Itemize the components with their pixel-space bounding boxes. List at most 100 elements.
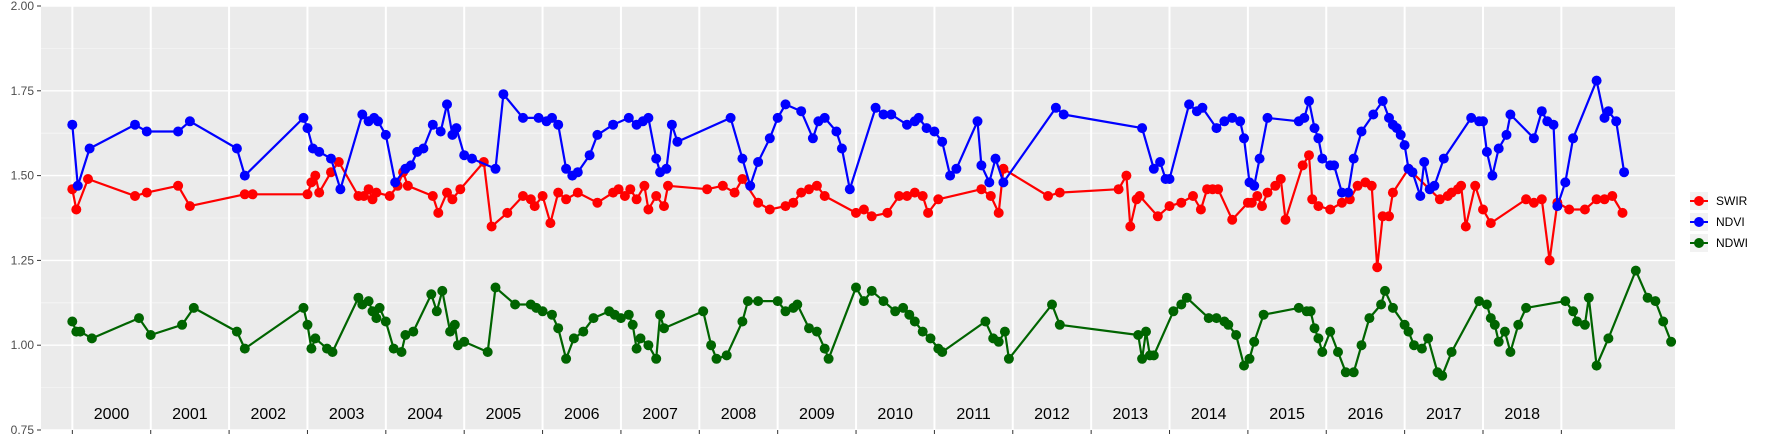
data-point <box>130 119 140 130</box>
data-point <box>1438 153 1449 164</box>
data-point <box>866 285 877 296</box>
data-point <box>1299 112 1310 123</box>
data-point <box>231 326 242 337</box>
data-point <box>1368 109 1379 120</box>
data-point <box>327 347 338 357</box>
legend-label: NDVI <box>1716 215 1745 229</box>
data-point <box>623 112 634 123</box>
data-point <box>851 282 861 293</box>
series-ndwi <box>67 265 1677 381</box>
data-point <box>909 187 920 198</box>
data-point <box>1313 133 1324 144</box>
data-point <box>449 319 460 330</box>
data-point <box>1416 343 1427 354</box>
data-point <box>442 187 452 198</box>
data-point <box>1195 204 1206 215</box>
data-point <box>1297 160 1308 171</box>
data-point <box>772 112 783 123</box>
data-point <box>1568 133 1579 144</box>
data-point <box>1211 313 1222 324</box>
data-point <box>1611 116 1622 127</box>
data-point <box>390 177 401 188</box>
data-point <box>1650 296 1661 307</box>
data-point <box>455 184 466 195</box>
data-point <box>545 218 556 229</box>
data-point <box>1325 326 1336 337</box>
series-ndvi <box>67 75 1630 212</box>
data-point <box>1181 292 1192 303</box>
data-point <box>1262 187 1273 198</box>
data-point <box>1478 116 1488 127</box>
data-point <box>1254 153 1265 164</box>
data-point <box>615 313 626 324</box>
data-point <box>1307 194 1318 205</box>
data-point <box>1211 123 1222 134</box>
data-point <box>1176 299 1187 310</box>
data-point <box>1481 146 1492 157</box>
data-point <box>1429 180 1440 191</box>
data-point <box>1317 347 1328 357</box>
data-point <box>1474 296 1485 307</box>
data-point <box>1050 102 1061 113</box>
data-point <box>851 207 861 218</box>
data-point <box>408 326 419 337</box>
data-point <box>1125 221 1136 232</box>
data-point <box>427 191 438 201</box>
data-point <box>933 194 944 205</box>
data-point <box>459 150 470 161</box>
data-point <box>666 119 677 130</box>
data-point <box>426 289 437 300</box>
data-point <box>1493 143 1504 154</box>
data-point <box>890 306 901 317</box>
data-point <box>1499 326 1510 337</box>
data-point <box>71 204 82 215</box>
data-point <box>729 187 740 198</box>
data-point <box>553 119 564 130</box>
data-point <box>380 316 391 327</box>
data-point <box>459 336 470 347</box>
data-point <box>672 136 683 147</box>
legend-dot <box>1694 196 1704 206</box>
data-point <box>396 347 407 357</box>
year-label: 2014 <box>1191 406 1227 423</box>
data-point <box>1487 170 1498 181</box>
data-point <box>1329 160 1340 171</box>
data-point <box>917 326 928 337</box>
data-point <box>1521 194 1532 205</box>
data-point <box>998 163 1009 174</box>
data-point <box>1568 306 1579 317</box>
year-label: 2005 <box>486 406 522 423</box>
data-point <box>659 201 669 212</box>
data-point <box>1489 319 1500 330</box>
data-point <box>1325 204 1336 215</box>
data-point <box>651 191 662 201</box>
data-point <box>1617 207 1628 218</box>
data-point <box>753 157 764 167</box>
data-point <box>310 333 321 344</box>
data-point <box>608 119 619 130</box>
data-point <box>902 119 912 130</box>
data-point <box>1333 347 1343 357</box>
data-point <box>1227 112 1238 123</box>
data-point <box>858 296 869 307</box>
data-point <box>561 163 572 174</box>
data-point <box>1528 133 1539 144</box>
data-point <box>663 180 673 191</box>
data-point <box>302 189 313 200</box>
data-point <box>1258 309 1269 320</box>
data-point <box>1219 116 1230 127</box>
data-point <box>1313 201 1324 212</box>
data-point <box>1423 333 1434 344</box>
data-point <box>993 336 1004 347</box>
data-point <box>1364 313 1375 324</box>
data-point <box>819 343 830 354</box>
data-point <box>788 197 799 208</box>
data-point <box>1152 211 1163 222</box>
data-point <box>529 201 540 212</box>
data-point <box>1377 96 1388 106</box>
data-point <box>1197 102 1208 113</box>
data-point <box>1528 197 1539 208</box>
data-point <box>742 296 753 307</box>
data-point <box>1501 129 1512 140</box>
data-point <box>75 326 86 337</box>
